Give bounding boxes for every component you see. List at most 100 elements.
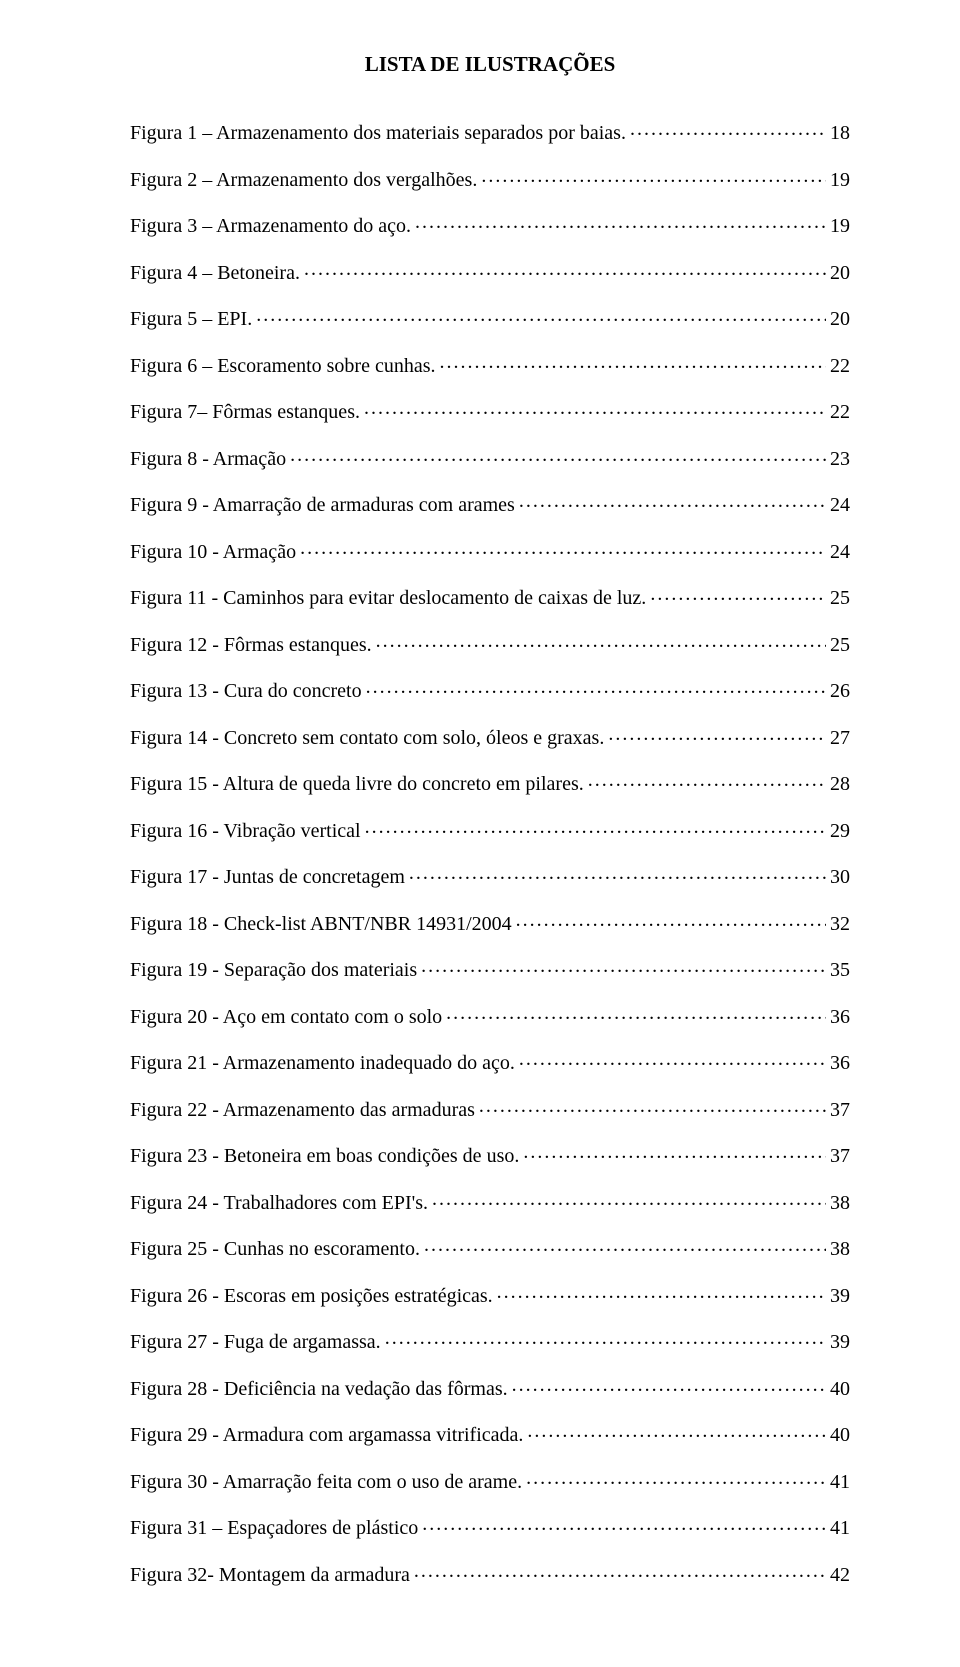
- toc-entry: Figura 13 - Cura do concreto 26: [130, 677, 850, 701]
- toc-leader-dots: [608, 724, 826, 744]
- toc-entry-label: Figura 9 - Amarração de armaduras com ar…: [130, 495, 515, 515]
- toc-entry: Figura 2 – Armazenamento dos vergalhões.…: [130, 166, 850, 190]
- toc-entry-label: Figura 15 - Altura de queda livre do con…: [130, 774, 584, 794]
- page-container: LISTA DE ILUSTRAÇÕES Figura 1 – Armazena…: [0, 0, 960, 1667]
- toc-leader-dots: [481, 166, 826, 186]
- toc-entry: Figura 21 - Armazenamento inadequado do …: [130, 1049, 850, 1073]
- toc-entry: Figura 18 - Check-list ABNT/NBR 14931/20…: [130, 910, 850, 934]
- toc-entry: Figura 9 - Amarração de armaduras com ar…: [130, 491, 850, 515]
- toc-entry: Figura 31 – Espaçadores de plástico 41: [130, 1514, 850, 1538]
- toc-leader-dots: [497, 1282, 826, 1302]
- toc-entry-page: 25: [830, 635, 850, 655]
- toc-leader-dots: [479, 1096, 826, 1116]
- toc-entry-page: 28: [830, 774, 850, 794]
- toc-entry: Figura 25 - Cunhas no escoramento. 38: [130, 1235, 850, 1259]
- toc-entry-page: 22: [830, 356, 850, 376]
- toc-leader-dots: [366, 677, 826, 697]
- toc-entry-label: Figura 11 - Caminhos para evitar desloca…: [130, 588, 646, 608]
- toc-entry-page: 38: [830, 1193, 850, 1213]
- toc-leader-dots: [365, 817, 826, 837]
- toc-entry-label: Figura 7– Fôrmas estanques.: [130, 402, 360, 422]
- toc-entry-label: Figura 10 - Armação: [130, 542, 296, 562]
- toc-entry: Figura 16 - Vibração vertical 29: [130, 817, 850, 841]
- toc-entry: Figura 32- Montagem da armadura 42: [130, 1561, 850, 1585]
- toc-entry-label: Figura 16 - Vibração vertical: [130, 821, 361, 841]
- toc-entry-page: 37: [830, 1100, 850, 1120]
- toc-leader-dots: [376, 631, 826, 651]
- toc-entry: Figura 7– Fôrmas estanques. 22: [130, 398, 850, 422]
- toc-entry-label: Figura 27 - Fuga de argamassa.: [130, 1332, 381, 1352]
- toc-leader-dots: [519, 1049, 826, 1069]
- toc-entry: Figura 17 - Juntas de concretagem 30: [130, 863, 850, 887]
- toc-entry: Figura 10 - Armação 24: [130, 538, 850, 562]
- toc-leader-dots: [446, 1003, 826, 1023]
- toc-entry-label: Figura 14 - Concreto sem contato com sol…: [130, 728, 604, 748]
- toc-entry: Figura 14 - Concreto sem contato com sol…: [130, 724, 850, 748]
- toc-entry-page: 22: [830, 402, 850, 422]
- toc-entry: Figura 22 - Armazenamento das armaduras …: [130, 1096, 850, 1120]
- toc-leader-dots: [630, 119, 826, 139]
- toc-leader-dots: [588, 770, 826, 790]
- toc-entry-page: 41: [830, 1518, 850, 1538]
- toc-entry-label: Figura 20 - Aço em contato com o solo: [130, 1007, 442, 1027]
- toc-entry: Figura 11 - Caminhos para evitar desloca…: [130, 584, 850, 608]
- toc-leader-dots: [290, 445, 826, 465]
- toc-entry-label: Figura 21 - Armazenamento inadequado do …: [130, 1053, 515, 1073]
- toc-entry: Figura 20 - Aço em contato com o solo 36: [130, 1003, 850, 1027]
- toc-entry-label: Figura 31 – Espaçadores de plástico: [130, 1518, 418, 1538]
- illustration-list: Figura 1 – Armazenamento dos materiais s…: [130, 119, 850, 1585]
- toc-entry-label: Figura 4 – Betoneira.: [130, 263, 300, 283]
- toc-entry-label: Figura 30 - Amarração feita com o uso de…: [130, 1472, 522, 1492]
- toc-entry: Figura 1 – Armazenamento dos materiais s…: [130, 119, 850, 143]
- toc-entry: Figura 24 - Trabalhadores com EPI's. 38: [130, 1189, 850, 1213]
- toc-entry-label: Figura 5 – EPI.: [130, 309, 252, 329]
- toc-leader-dots: [364, 398, 826, 418]
- toc-entry-page: 36: [830, 1053, 850, 1073]
- toc-entry: Figura 30 - Amarração feita com o uso de…: [130, 1468, 850, 1492]
- toc-entry-label: Figura 13 - Cura do concreto: [130, 681, 362, 701]
- toc-entry-label: Figura 23 - Betoneira em boas condições …: [130, 1146, 519, 1166]
- toc-entry-page: 19: [830, 216, 850, 236]
- toc-entry-label: Figura 24 - Trabalhadores com EPI's.: [130, 1193, 428, 1213]
- toc-entry-page: 24: [830, 542, 850, 562]
- toc-entry-label: Figura 17 - Juntas de concretagem: [130, 867, 405, 887]
- toc-entry-page: 18: [830, 123, 850, 143]
- toc-entry: Figura 5 – EPI. 20: [130, 305, 850, 329]
- toc-entry-page: 26: [830, 681, 850, 701]
- toc-entry: Figura 8 - Armação 23: [130, 445, 850, 469]
- toc-entry-page: 39: [830, 1332, 850, 1352]
- toc-entry-page: 23: [830, 449, 850, 469]
- toc-entry-page: 40: [830, 1425, 850, 1445]
- toc-entry-label: Figura 29 - Armadura com argamassa vitri…: [130, 1425, 523, 1445]
- toc-entry: Figura 23 - Betoneira em boas condições …: [130, 1142, 850, 1166]
- toc-entry-label: Figura 12 - Fôrmas estanques.: [130, 635, 372, 655]
- toc-leader-dots: [519, 491, 826, 511]
- toc-leader-dots: [256, 305, 826, 325]
- toc-leader-dots: [432, 1189, 826, 1209]
- toc-entry-label: Figura 26 - Escoras em posições estratég…: [130, 1286, 493, 1306]
- toc-entry-page: 39: [830, 1286, 850, 1306]
- toc-entry-label: Figura 3 – Armazenamento do aço.: [130, 216, 411, 236]
- toc-leader-dots: [300, 538, 826, 558]
- toc-entry-page: 32: [830, 914, 850, 934]
- toc-leader-dots: [527, 1421, 826, 1441]
- toc-entry: Figura 3 – Armazenamento do aço. 19: [130, 212, 850, 236]
- toc-leader-dots: [523, 1142, 826, 1162]
- toc-leader-dots: [409, 863, 826, 883]
- toc-entry-label: Figura 32- Montagem da armadura: [130, 1565, 410, 1585]
- toc-leader-dots: [516, 910, 826, 930]
- toc-entry-label: Figura 28 - Deficiência na vedação das f…: [130, 1379, 508, 1399]
- toc-entry: Figura 29 - Armadura com argamassa vitri…: [130, 1421, 850, 1445]
- toc-entry-page: 29: [830, 821, 850, 841]
- toc-entry-label: Figura 2 – Armazenamento dos vergalhões.: [130, 170, 477, 190]
- toc-entry: Figura 12 - Fôrmas estanques. 25: [130, 631, 850, 655]
- toc-entry-page: 19: [830, 170, 850, 190]
- toc-leader-dots: [424, 1235, 826, 1255]
- toc-entry-label: Figura 18 - Check-list ABNT/NBR 14931/20…: [130, 914, 512, 934]
- toc-entry: Figura 6 – Escoramento sobre cunhas. 22: [130, 352, 850, 376]
- toc-entry: Figura 4 – Betoneira. 20: [130, 259, 850, 283]
- toc-entry-page: 20: [830, 309, 850, 329]
- toc-entry-label: Figura 1 – Armazenamento dos materiais s…: [130, 123, 626, 143]
- toc-entry: Figura 26 - Escoras em posições estratég…: [130, 1282, 850, 1306]
- toc-leader-dots: [414, 1561, 826, 1581]
